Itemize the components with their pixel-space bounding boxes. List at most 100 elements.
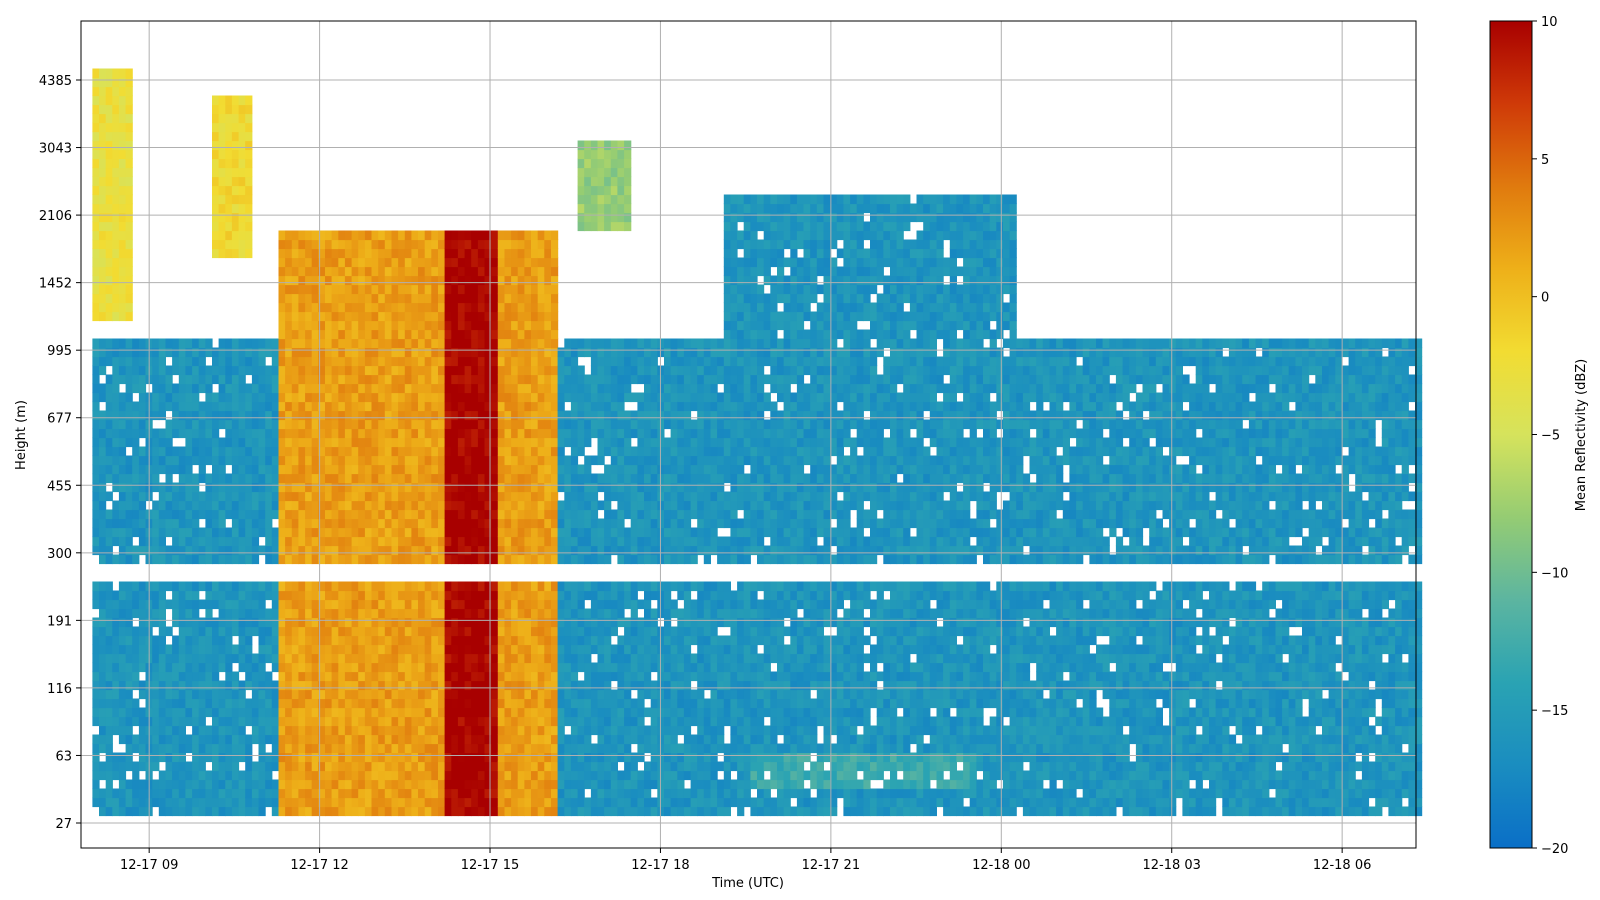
reflectivity-cell — [424, 581, 432, 592]
reflectivity-cell — [305, 635, 313, 646]
reflectivity-cell — [212, 212, 220, 223]
reflectivity-cell — [99, 464, 107, 475]
reflectivity-cell — [192, 581, 200, 592]
reflectivity-cell — [231, 347, 240, 358]
reflectivity-cell — [152, 446, 160, 457]
reflectivity-cell — [557, 446, 565, 457]
reflectivity-cell — [298, 752, 306, 763]
reflectivity-cell — [531, 662, 539, 673]
reflectivity-cell — [231, 707, 240, 718]
reflectivity-cell — [577, 401, 585, 412]
reflectivity-cell — [617, 770, 625, 781]
reflectivity-cell — [524, 734, 532, 745]
reflectivity-cell — [238, 752, 246, 763]
reflectivity-cell — [411, 410, 419, 421]
reflectivity-cell — [630, 752, 638, 763]
reflectivity-cell — [212, 140, 220, 151]
reflectivity-cell — [172, 464, 180, 475]
reflectivity-cell — [118, 221, 127, 232]
reflectivity-cell — [92, 743, 100, 754]
reflectivity-cell — [185, 392, 193, 403]
reflectivity-cell — [551, 338, 559, 349]
reflectivity-cell — [424, 500, 432, 511]
reflectivity-cell — [457, 734, 466, 745]
reflectivity-cell — [431, 356, 439, 367]
reflectivity-cell — [305, 662, 313, 673]
reflectivity-cell — [444, 410, 452, 421]
reflectivity-cell — [524, 518, 532, 529]
reflectivity-cell — [484, 734, 492, 745]
reflectivity-cell — [231, 500, 240, 511]
reflectivity-cell — [424, 329, 432, 340]
reflectivity-cell — [338, 365, 346, 376]
reflectivity-cell — [438, 770, 446, 781]
reflectivity-cell — [344, 302, 353, 313]
reflectivity-cell — [185, 779, 193, 790]
reflectivity-cell — [584, 212, 592, 223]
reflectivity-cell — [305, 410, 313, 421]
reflectivity-cell — [92, 338, 100, 349]
reflectivity-cell — [431, 401, 439, 412]
reflectivity-cell — [331, 383, 339, 394]
reflectivity-cell — [231, 734, 240, 745]
reflectivity-cell — [610, 383, 618, 394]
reflectivity-cell — [464, 779, 472, 790]
reflectivity-cell — [424, 464, 432, 475]
reflectivity-cell — [457, 302, 466, 313]
reflectivity-cell — [138, 797, 147, 808]
reflectivity-cell — [451, 284, 459, 295]
reflectivity-cell — [205, 374, 213, 385]
reflectivity-cell — [531, 599, 539, 610]
reflectivity-cell — [477, 293, 486, 304]
reflectivity-cell — [371, 284, 379, 295]
reflectivity-cell — [238, 338, 246, 349]
reflectivity-cell — [99, 635, 107, 646]
reflectivity-cell — [431, 644, 439, 655]
reflectivity-cell — [457, 743, 466, 754]
reflectivity-cell — [604, 536, 612, 547]
reflectivity-cell — [404, 617, 412, 628]
reflectivity-cell — [265, 689, 273, 700]
reflectivity-cell — [344, 437, 353, 448]
reflectivity-cell — [391, 482, 399, 493]
reflectivity-cell — [384, 437, 392, 448]
reflectivity-cell — [291, 410, 299, 421]
reflectivity-cell — [604, 518, 612, 529]
reflectivity-cell — [624, 176, 632, 187]
reflectivity-cell — [431, 752, 439, 763]
reflectivity-cell — [105, 77, 113, 88]
reflectivity-cell — [358, 230, 366, 241]
reflectivity-cell — [138, 374, 147, 385]
reflectivity-cell — [438, 545, 446, 556]
reflectivity-cell — [265, 419, 273, 430]
reflectivity-cell — [517, 590, 525, 601]
reflectivity-cell — [471, 518, 479, 529]
reflectivity-cell — [344, 743, 353, 754]
reflectivity-cell — [271, 500, 279, 511]
reflectivity-cell — [212, 167, 220, 178]
reflectivity-cell — [644, 788, 652, 799]
reflectivity-cell — [105, 455, 113, 466]
reflectivity-cell — [457, 230, 466, 241]
reflectivity-cell — [165, 392, 173, 403]
reflectivity-cell — [371, 725, 379, 736]
reflectivity-cell — [118, 266, 127, 277]
reflectivity-cell — [438, 374, 446, 385]
reflectivity-cell — [491, 761, 499, 772]
reflectivity-cell — [457, 671, 466, 682]
reflectivity-cell — [457, 554, 466, 565]
reflectivity-cell — [251, 464, 260, 475]
reflectivity-cell — [358, 320, 366, 331]
reflectivity-cell — [351, 518, 359, 529]
reflectivity-cell — [504, 545, 512, 556]
reflectivity-cell — [118, 203, 127, 214]
reflectivity-cell — [404, 455, 412, 466]
reflectivity-cell — [198, 554, 206, 565]
reflectivity-cell — [457, 356, 466, 367]
reflectivity-cell — [172, 779, 180, 790]
reflectivity-cell — [604, 671, 612, 682]
reflectivity-cell — [344, 356, 353, 367]
reflectivity-cell — [92, 680, 100, 691]
reflectivity-cell — [431, 662, 439, 673]
reflectivity-cell — [524, 401, 532, 412]
